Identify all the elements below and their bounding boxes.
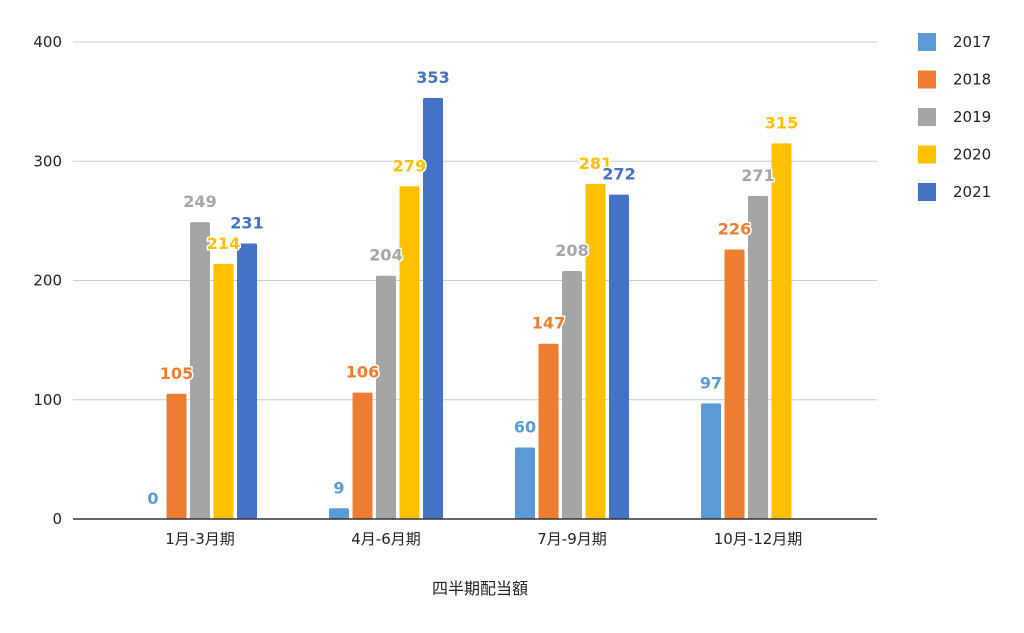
legend-label-2017: 2017 bbox=[953, 33, 991, 51]
legend-swatch-2017 bbox=[918, 33, 936, 51]
bar-2021-2 bbox=[609, 194, 629, 519]
data-label-2019-2: 208 bbox=[555, 241, 588, 260]
bar-2017-1 bbox=[329, 508, 349, 519]
legend-label-2020: 2020 bbox=[953, 146, 991, 164]
x-tick-label: 10月-12月期 bbox=[714, 530, 803, 548]
data-label-2020-2: 281 bbox=[579, 154, 612, 173]
x-axis-ticks: 1月-3月期 4月-6月期 7月-9月期 10月-12月期 bbox=[165, 530, 802, 548]
data-label-2019-0: 249 bbox=[183, 192, 216, 211]
legend-swatch-2019 bbox=[918, 108, 936, 126]
y-tick-label: 0 bbox=[52, 510, 62, 528]
data-label-2017-0: 0 bbox=[147, 489, 158, 508]
bar-2020-0 bbox=[213, 263, 234, 519]
y-axis-ticks: 0 100 200 300 400 bbox=[33, 33, 62, 528]
bar-2017-3 bbox=[701, 403, 721, 519]
data-label-2018-1: 106 bbox=[346, 363, 379, 382]
data-label-2018-3: 226 bbox=[718, 219, 751, 238]
y-tick-label: 200 bbox=[33, 272, 62, 290]
bar-2020-2 bbox=[585, 183, 606, 519]
y-tick-label: 100 bbox=[33, 391, 62, 409]
data-label-2017-1: 9 bbox=[333, 478, 344, 497]
x-axis-title: 四半期配当額 bbox=[432, 579, 528, 598]
data-label-2018-0: 105 bbox=[160, 364, 193, 383]
legend: 2017 2018 2019 2020 2021 bbox=[918, 33, 991, 201]
legend-label-2018: 2018 bbox=[953, 71, 991, 89]
legend-label-2019: 2019 bbox=[953, 108, 991, 126]
bars bbox=[166, 98, 792, 520]
bar-2020-1 bbox=[399, 186, 420, 520]
data-label-2020-1: 279 bbox=[393, 156, 426, 175]
legend-swatch-2021 bbox=[918, 183, 936, 201]
bar-2019-2 bbox=[562, 270, 582, 519]
bar-2019-1 bbox=[376, 275, 396, 519]
bar-2021-1 bbox=[423, 98, 443, 520]
bar-2018-1 bbox=[352, 392, 373, 519]
x-tick-label: 1月-3月期 bbox=[165, 530, 235, 548]
legend-swatch-2020 bbox=[918, 145, 936, 164]
data-label-2019-1: 204 bbox=[369, 246, 402, 265]
bar-2017-2 bbox=[515, 447, 535, 519]
legend-swatch-2018 bbox=[918, 70, 936, 89]
data-label-2021-0: 231 bbox=[230, 214, 263, 233]
bar-2019-0 bbox=[190, 222, 210, 519]
data-label-2021-1: 353 bbox=[416, 68, 449, 87]
legend-label-2021: 2021 bbox=[953, 183, 991, 201]
bar-2018-3 bbox=[724, 249, 745, 519]
bar-2021-0 bbox=[237, 243, 257, 519]
x-tick-label: 4月-6月期 bbox=[351, 530, 421, 548]
y-tick-label: 300 bbox=[33, 152, 62, 170]
data-label-2018-2: 147 bbox=[532, 314, 565, 333]
data-label-2019-3: 271 bbox=[741, 166, 774, 185]
bar-2019-3 bbox=[748, 195, 768, 519]
data-label-2017-3: 97 bbox=[700, 373, 722, 392]
data-label-2020-0: 214 bbox=[207, 234, 240, 253]
data-label-2020-3: 315 bbox=[765, 113, 798, 132]
bar-2018-0 bbox=[166, 393, 187, 519]
bar-2020-3 bbox=[771, 143, 792, 520]
bar-2018-2 bbox=[538, 343, 559, 519]
data-label-2021-2: 272 bbox=[602, 165, 635, 184]
y-tick-label: 400 bbox=[33, 33, 62, 51]
data-label-2017-2: 60 bbox=[514, 417, 536, 436]
x-tick-label: 7月-9月期 bbox=[537, 530, 607, 548]
